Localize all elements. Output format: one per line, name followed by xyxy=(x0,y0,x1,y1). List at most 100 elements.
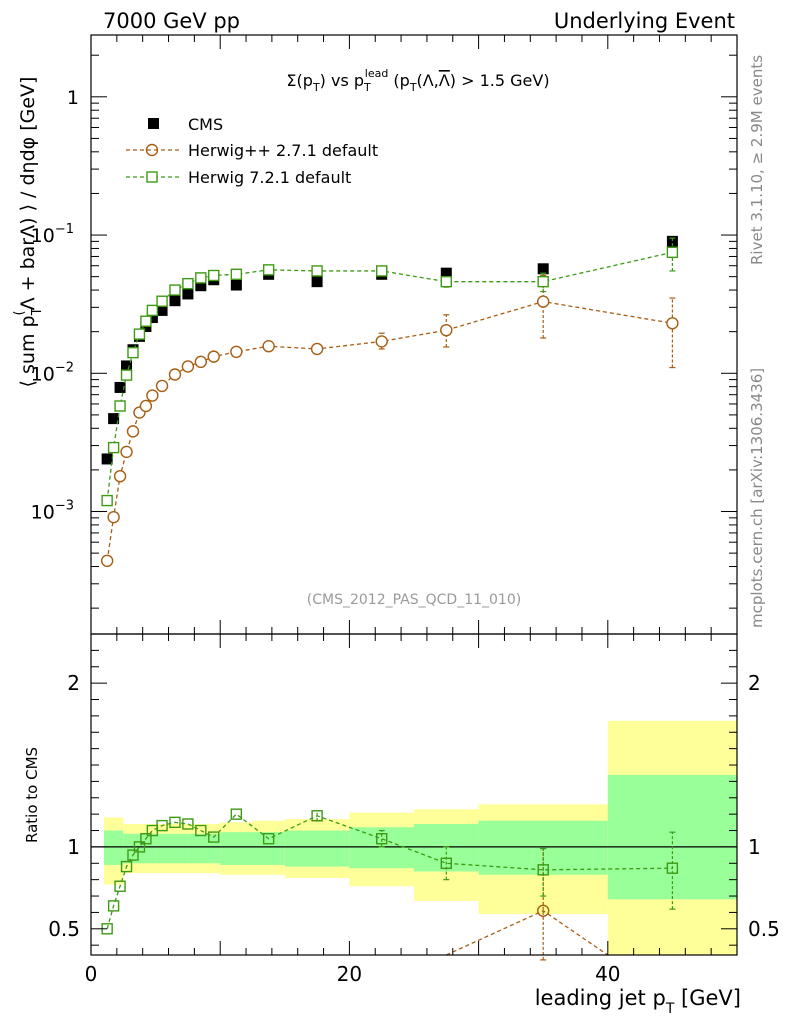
x-tick-label-20: 20 xyxy=(337,962,362,986)
main-point-herwig7-14 xyxy=(262,264,275,276)
x-tick-label-0: 0 xyxy=(85,962,98,986)
main-point-herwig7-13 xyxy=(230,268,243,281)
green-band-2 xyxy=(155,833,188,864)
main-point-cms-7 xyxy=(146,312,158,324)
x-axis-label: leading jet pT [GeV] xyxy=(535,986,741,1017)
main-point-herwigpp-14 xyxy=(262,340,275,353)
ratio-y-axis-label: Ratio to CMS xyxy=(23,747,41,843)
main-point-cms-8 xyxy=(156,304,168,316)
main-point-cms-9 xyxy=(169,295,181,307)
main-point-herwig7-17 xyxy=(440,275,452,288)
main-point-herwigpp-2 xyxy=(113,470,127,483)
ratio-panel-frame xyxy=(90,633,738,956)
y-tick-label-ratio-left-2: 2 xyxy=(67,671,80,695)
ratio-point-herwig7-8 xyxy=(156,819,168,832)
main-point-cms-18 xyxy=(537,263,549,275)
main-point-herwigpp-17 xyxy=(440,323,453,337)
rivet-version-label: Rivet 3.1.10, ≥ 2.9M events xyxy=(748,55,766,265)
main-point-cms-2 xyxy=(114,381,126,393)
x-tick-label-40: 40 xyxy=(595,962,620,986)
main-point-herwigpp-19 xyxy=(666,317,679,330)
main-point-cms-0 xyxy=(101,453,113,465)
main-point-herwigpp-10 xyxy=(181,360,195,373)
y-tick-label-main-0: 1 xyxy=(67,87,79,109)
legend: CMS Herwig++ 2.7.1 default Herwig 7.2.1 … xyxy=(126,115,378,187)
main-point-herwig7-11 xyxy=(195,272,207,284)
y-tick-label-ratio-left-0.5: 0.5 xyxy=(48,917,80,941)
main-point-herwig7-19 xyxy=(666,246,679,259)
legend-marker-herwigpp xyxy=(145,143,159,157)
axis-ticks: 0 20 40 1 10−1 10−2 10−3 0.5 0.5 1 1 2 2 xyxy=(31,35,780,986)
header-right: Underlying Event xyxy=(554,9,735,33)
ratio-point-herwig7-1 xyxy=(107,900,120,912)
main-point-herwig7-5 xyxy=(133,328,146,340)
ratio-point-herwig7-16 xyxy=(376,833,388,845)
main-point-cms-19 xyxy=(666,235,678,247)
main-point-cms-11 xyxy=(195,280,207,292)
main-point-herwig7-1 xyxy=(107,441,120,454)
main-point-herwigpp-6 xyxy=(139,399,153,413)
ratio-line-series-0 xyxy=(446,910,609,956)
y-tick-label-main-1: 10−1 xyxy=(31,222,74,247)
main-point-herwigpp-0 xyxy=(100,554,114,568)
ratio-line-series-1 xyxy=(106,813,673,929)
green-band-6 xyxy=(284,830,350,867)
ratio-point-herwig7-12 xyxy=(208,831,220,843)
main-point-herwig7-0 xyxy=(101,494,113,507)
ratio-point-herwig7-2 xyxy=(114,880,126,892)
main-point-herwigpp-4 xyxy=(126,425,140,438)
ratio-point-herwig7-10 xyxy=(182,818,194,830)
main-panel-series xyxy=(100,235,679,568)
main-point-herwig7-4 xyxy=(127,346,139,359)
main-point-herwig7-7 xyxy=(146,304,159,317)
ratio-point-herwig7-19 xyxy=(666,862,679,874)
main-y-axis-label: ⟨ sum pT(Λ + barΛ) ⟩ / dηdφ [GeV] xyxy=(12,77,45,388)
main-line-series-1 xyxy=(106,300,673,561)
ratio-point-herwig7-15 xyxy=(311,810,323,822)
ratio-point-herwig7-18 xyxy=(537,864,549,876)
legend-label-herwigpp: Herwig++ 2.7.1 default xyxy=(188,141,378,160)
ratio-point-herwig7-13 xyxy=(230,808,243,820)
main-point-herwigpp-12 xyxy=(207,350,220,363)
main-point-herwigpp-8 xyxy=(155,379,169,393)
ratio-point-herwig7-17 xyxy=(440,857,452,869)
main-point-herwigpp-3 xyxy=(120,445,133,459)
main-point-herwig7-10 xyxy=(182,277,194,290)
main-point-cms-17 xyxy=(440,267,452,279)
main-point-herwigpp-7 xyxy=(146,389,159,402)
main-point-herwig7-15 xyxy=(311,265,323,277)
legend-marker-cms xyxy=(148,118,159,129)
ratio-point-herwig7-5 xyxy=(133,841,146,853)
analysis-watermark: (CMS_2012_PAS_QCD_11_010) xyxy=(307,592,521,608)
y-tick-label-ratio-right-1: 1 xyxy=(748,835,761,859)
main-line-series-2 xyxy=(106,251,673,501)
mcplots-label: mcplots.cern.ch [arXiv:1306.3436] xyxy=(748,368,766,628)
y-tick-label-main-3: 10−3 xyxy=(31,499,74,524)
main-point-cms-13 xyxy=(230,279,242,291)
main-point-herwig7-16 xyxy=(376,265,388,277)
main-point-herwigpp-1 xyxy=(107,510,120,524)
ratio-point-herwig7-9 xyxy=(169,816,181,829)
main-point-cms-1 xyxy=(108,413,120,425)
green-band-0 xyxy=(103,830,124,865)
main-point-herwigpp-16 xyxy=(375,335,388,348)
y-tick-label-ratio-right-0.5: 0.5 xyxy=(748,917,780,941)
main-point-herwig7-3 xyxy=(120,369,133,381)
y-tick-label-main-2: 10−2 xyxy=(31,360,74,385)
ratio-point-herwig7-11 xyxy=(195,824,207,837)
main-point-cms-10 xyxy=(182,288,194,300)
green-band-3 xyxy=(187,833,221,864)
main-point-herwig7-8 xyxy=(156,295,168,307)
y-tick-label-ratio-left-1: 1 xyxy=(67,835,80,859)
y-tick-label-ratio-right-2: 2 xyxy=(748,671,761,695)
main-point-herwig7-18 xyxy=(537,275,549,288)
ratio-point-herwig7-6 xyxy=(140,833,152,845)
main-point-herwigpp-18 xyxy=(537,295,550,308)
main-point-herwig7-6 xyxy=(140,315,152,327)
main-point-herwigpp-13 xyxy=(230,345,243,359)
main-point-herwig7-12 xyxy=(208,269,220,282)
main-point-herwigpp-11 xyxy=(194,355,208,369)
legend-label-cms: CMS xyxy=(188,115,223,134)
main-point-herwig7-9 xyxy=(169,284,181,296)
